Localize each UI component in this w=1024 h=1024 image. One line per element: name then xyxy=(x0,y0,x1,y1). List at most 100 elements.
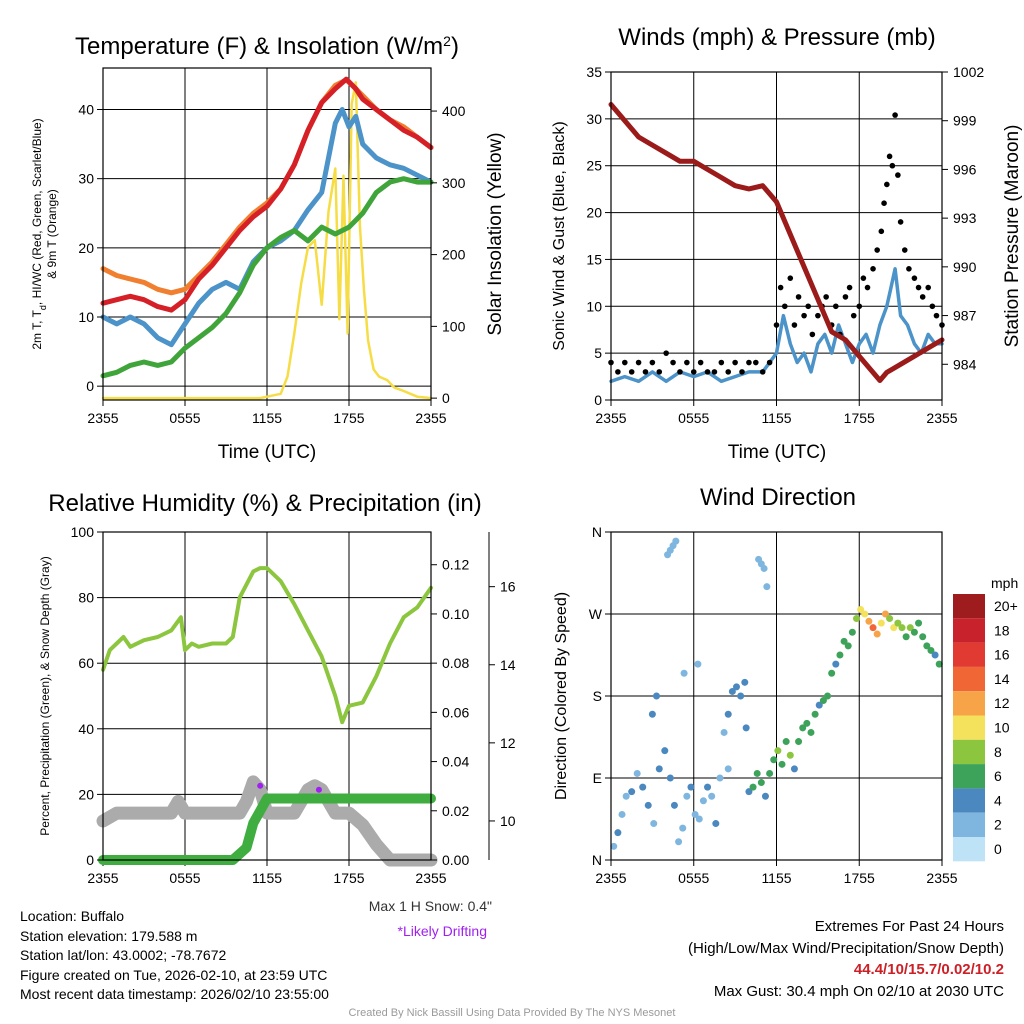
gust-point xyxy=(846,284,853,291)
colorbar-label: 10 xyxy=(994,720,1010,736)
direction-point xyxy=(720,728,728,736)
gust-point xyxy=(915,284,922,291)
direction-point xyxy=(824,692,832,700)
direction-point xyxy=(890,624,898,632)
direction-point xyxy=(836,651,844,659)
colorbar-label: 2 xyxy=(994,817,1002,833)
extremes-panel: Extremes For Past 24 Hours (High/Low/Max… xyxy=(688,916,1004,1002)
y-tick-label: 20 xyxy=(78,786,94,802)
direction-point xyxy=(782,738,790,746)
direction-point xyxy=(811,710,819,718)
x-tick-label: 1755 xyxy=(333,410,364,426)
gust-point xyxy=(656,369,663,375)
gust-point xyxy=(690,369,697,375)
y-tick-label: 25 xyxy=(586,158,602,174)
gust-point xyxy=(621,359,628,366)
gust-point xyxy=(901,247,908,253)
direction-point xyxy=(910,628,918,636)
gust-point xyxy=(773,322,780,328)
colorbar-swatch xyxy=(953,691,985,716)
direction-point xyxy=(861,610,869,618)
gust-point xyxy=(864,284,871,291)
gust-point xyxy=(889,162,896,169)
gust-point xyxy=(663,350,669,356)
direction-point xyxy=(742,724,750,732)
gust-point xyxy=(895,172,901,178)
colorbar-swatch xyxy=(953,618,985,643)
x-tick-label: 1755 xyxy=(333,870,364,886)
x-tick-label: 0555 xyxy=(169,870,200,886)
x-axis-label: Time (UTC) xyxy=(728,442,827,463)
latlon-text: Station lat/lon: 43.0002; -78.7672 xyxy=(20,947,227,963)
gust-point xyxy=(823,294,829,300)
x-tick-label: 2355 xyxy=(415,410,446,426)
pressure-line xyxy=(608,102,945,383)
direction-point xyxy=(881,610,889,618)
gust-point xyxy=(801,312,807,319)
extremes-values: 44.4/10/15.7/0.02/10.2 xyxy=(853,961,1004,978)
gust-point xyxy=(815,312,821,319)
direction-point xyxy=(653,692,661,700)
direction-point xyxy=(614,829,622,837)
direction-point xyxy=(906,624,914,632)
direction-point xyxy=(807,728,815,736)
direction-point xyxy=(760,564,768,572)
gust-point xyxy=(649,359,656,366)
direction-point xyxy=(716,774,724,782)
colorbar-label: 4 xyxy=(994,792,1002,808)
direction-point xyxy=(737,692,745,700)
y-tick-label: 100 xyxy=(71,524,95,540)
x-tick-label: 0555 xyxy=(169,410,200,426)
direction-point xyxy=(691,810,699,818)
x-tick-label: 2355 xyxy=(926,410,957,426)
colorbar-swatch xyxy=(953,764,985,789)
gust-point xyxy=(759,369,766,375)
y-axis-label-line2: & 9m T (Orange) xyxy=(45,189,59,279)
gust-point xyxy=(897,219,904,225)
gust-point xyxy=(884,181,890,188)
x-tick-label: 1155 xyxy=(761,870,791,886)
gust-point xyxy=(777,284,784,291)
direction-point xyxy=(886,615,894,623)
direction-point xyxy=(639,783,647,791)
rh-line xyxy=(101,566,433,725)
y2-tick-label: 990 xyxy=(953,259,977,275)
gust-point xyxy=(842,294,849,300)
x-tick-label: 1155 xyxy=(252,410,282,426)
gust-point xyxy=(670,359,676,366)
y2-tick-label: 200 xyxy=(442,247,466,263)
x-tick-label: 1155 xyxy=(761,410,791,426)
direction-point xyxy=(704,783,712,791)
created-text: Figure created on Tue, 2026-02-10, at 23… xyxy=(20,966,328,983)
colorbar-label: 12 xyxy=(994,695,1010,711)
gust-point xyxy=(795,294,802,300)
gust-point xyxy=(732,359,738,366)
y2-tick-label: 996 xyxy=(953,161,977,177)
direction-point xyxy=(661,747,669,755)
direction-point xyxy=(815,701,823,709)
gust-point xyxy=(906,266,912,272)
direction-point xyxy=(724,710,732,718)
gust-point xyxy=(615,369,621,375)
gust-point xyxy=(739,369,745,375)
station-info: Location: Buffalo Station elevation: 179… xyxy=(20,907,329,1005)
y2-tick-label: 0.04 xyxy=(442,754,469,770)
direction-point xyxy=(728,687,736,695)
colorbar-label: 0 xyxy=(994,841,1002,857)
direction-point xyxy=(869,624,877,632)
colorbar-title: mph xyxy=(991,575,1018,591)
chart-title: Winds (mph) & Pressure (mb) xyxy=(618,24,935,51)
direction-point xyxy=(733,683,741,691)
y-tick-label: 15 xyxy=(586,251,602,267)
plot-frame xyxy=(610,71,943,401)
y-tick-label: N xyxy=(592,852,602,868)
colorbar-label: 14 xyxy=(994,671,1010,687)
recent-text: Most recent data timestamp: 2026/02/10 2… xyxy=(20,986,329,1002)
y-tick-label: 20 xyxy=(78,240,94,256)
direction-point xyxy=(683,792,691,800)
direction-point xyxy=(927,646,935,654)
gust-point xyxy=(929,303,936,310)
direction-point xyxy=(840,637,848,645)
snow-depth-line xyxy=(96,775,438,867)
x-tick-label: 1755 xyxy=(844,870,875,886)
